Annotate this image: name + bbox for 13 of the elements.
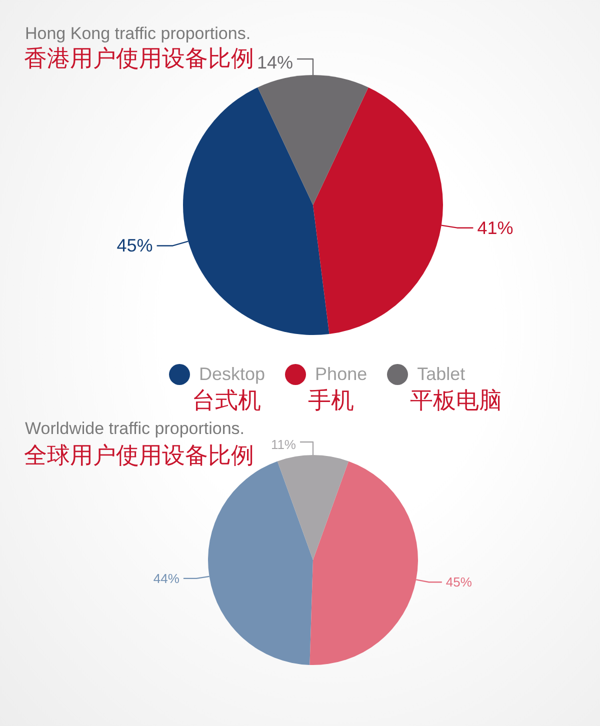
data-label: 14% xyxy=(256,52,293,73)
data-label: 45% xyxy=(446,574,472,590)
chart-title: Hong Kong traffic proportions. xyxy=(25,24,251,44)
chart-title: Worldwide traffic proportions. xyxy=(25,419,245,439)
legend-label: Tablet 平板电脑 xyxy=(410,364,502,414)
data-label: 45% xyxy=(116,236,153,256)
legend-label: Phone 手机 xyxy=(308,364,368,414)
data-label: 44% xyxy=(153,570,180,586)
chart-subtitle: 香港用户使用设备比例 xyxy=(24,45,254,72)
data-label: 11% xyxy=(270,437,296,452)
chart-subtitle: 全球用户使用设备比例 xyxy=(24,442,254,469)
data-label: 41% xyxy=(477,218,514,238)
legend-label: Desktop 台式机 xyxy=(192,364,266,414)
